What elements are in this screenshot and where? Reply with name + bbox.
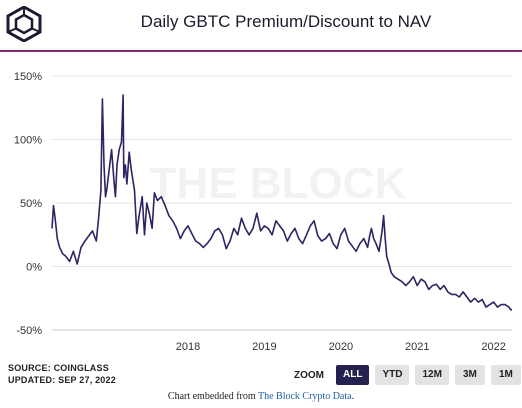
y-tick-label: 100% xyxy=(14,135,42,147)
y-tick-label: 0% xyxy=(26,262,42,274)
embed-prefix: Chart embedded from xyxy=(167,391,258,402)
y-axis: 150% 100% 50% 0% -50% xyxy=(14,71,42,337)
the-block-data-link[interactable]: The Block Crypto Data xyxy=(257,391,352,402)
updated-text: UPDATED: SEP 27, 2022 xyxy=(8,375,116,385)
header-divider xyxy=(0,50,522,52)
zoom-3m-button[interactable]: 3M xyxy=(454,365,485,385)
grid-lines xyxy=(52,75,512,331)
premium-discount-series-line[interactable] xyxy=(51,94,512,311)
zoom-12m-button[interactable]: 12M xyxy=(415,365,449,385)
y-tick-label: 150% xyxy=(14,71,42,83)
chart-source-info: SOURCE: COINGLASS UPDATED: SEP 27, 2022 xyxy=(8,362,116,386)
chart-title: Daily GBTC Premium/Discount to NAV xyxy=(140,12,432,31)
x-axis: 2018 2019 2020 2021 2022 xyxy=(176,341,506,350)
source-text: SOURCE: COINGLASS xyxy=(8,363,109,373)
chart-plot[interactable]: THE BLOCK 150% 100% 50% 0% -50% 2018 2019 2020… xyxy=(0,52,522,350)
zoom-controls: ZOOM ALL YTD 12M 3M 1M xyxy=(294,364,521,386)
x-tick-label: 2022 xyxy=(481,341,505,350)
chart-header: Daily GBTC Premium/Discount to NAV xyxy=(0,0,522,50)
x-tick-label: 2020 xyxy=(329,341,353,350)
watermark-text: THE BLOCK xyxy=(150,159,407,208)
y-tick-label: 50% xyxy=(20,198,42,210)
zoom-ytd-button[interactable]: YTD xyxy=(375,365,410,385)
x-tick-label: 2021 xyxy=(405,341,429,350)
embed-suffix: . xyxy=(351,391,355,402)
embed-note: Chart embedded from The Block Crypto Dat… xyxy=(0,391,522,402)
zoom-1m-button[interactable]: 1M xyxy=(490,365,521,385)
x-tick-label: 2019 xyxy=(252,341,276,350)
y-tick-label: -50% xyxy=(16,325,42,337)
the-block-cube-icon[interactable] xyxy=(6,6,42,42)
x-tick-label: 2018 xyxy=(176,341,200,350)
zoom-all-button[interactable]: ALL xyxy=(336,365,370,385)
zoom-label: ZOOM xyxy=(294,369,324,381)
